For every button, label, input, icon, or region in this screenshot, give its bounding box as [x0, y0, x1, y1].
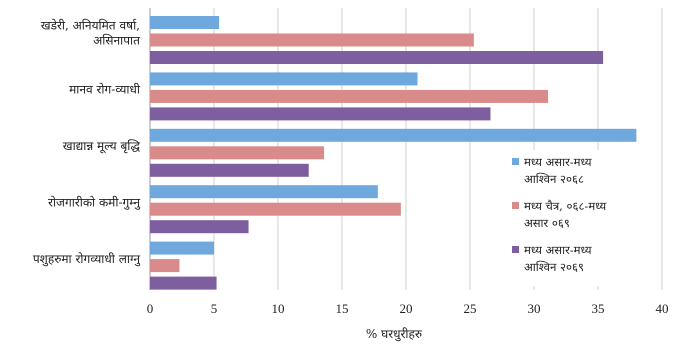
x-tick-label-20: 20	[400, 301, 413, 316]
legend-label-2: मध्य चैत्र, ०६८-मध्य असार ०६९	[524, 199, 607, 230]
legend-label-1: मध्य असार-मध्य आश्विन २०६८	[524, 155, 592, 186]
bars-group	[150, 16, 637, 290]
x-tick-label-25: 25	[464, 301, 477, 316]
legend-swatch-1	[512, 158, 519, 165]
bar-cat1-series3	[150, 51, 604, 64]
x-tick-labels: 0 5 10 15 20 25 30 35 40	[147, 301, 669, 316]
bar-cat2-series1	[150, 72, 418, 86]
x-tick-label-15: 15	[336, 301, 349, 316]
x-tick-label-5: 5	[211, 301, 218, 316]
category-label-1: खडेरी, अनियमित वर्षा, असिनापात	[41, 19, 141, 48]
category-label-4: रोजगारीको कमी-गुम्नु	[48, 195, 141, 210]
legend: मध्य असार-मध्य आश्विन २०६८ मध्य चैत्र, ०६८…	[512, 155, 607, 274]
bar-cat4-series3	[150, 220, 249, 234]
legend-label-3: मध्य असार-मध्य आश्विन २०६९	[524, 243, 592, 274]
x-tick-label-30: 30	[528, 301, 541, 316]
bar-cat5-series1	[150, 241, 214, 255]
bar-cat3-series3	[150, 163, 309, 177]
bar-cat4-series1	[150, 185, 378, 199]
x-tick-label-35: 35	[592, 301, 605, 316]
bar-cat5-series2	[150, 259, 180, 273]
bar-cat3-series1	[150, 128, 637, 142]
bar-cat2-series3	[150, 107, 491, 121]
bar-cat3-series2	[150, 146, 325, 160]
x-tick-label-10: 10	[272, 301, 285, 316]
x-tick-label-0: 0	[147, 301, 154, 316]
legend-swatch-3	[512, 246, 519, 253]
bar-cat4-series2	[150, 202, 401, 216]
category-label-5: पशुहरुमा रोगव्याधी लाग्नु	[33, 252, 141, 267]
x-axis-title: % घरधुरीहरु	[366, 327, 423, 342]
category-label-2: मानव रोग-व्याधी	[69, 83, 141, 97]
category-labels: खडेरी, अनियमित वर्षा, असिनापात मानव रोग-व्…	[33, 19, 141, 267]
legend-swatch-2	[512, 202, 519, 209]
category-label-3: खाद्यान्न मूल्य बृद्धि	[63, 139, 141, 154]
bar-cat2-series2	[150, 89, 549, 103]
x-tick-label-40: 40	[656, 301, 669, 316]
bar-cat1-series2	[150, 33, 474, 47]
bar-cat5-series3	[150, 276, 217, 290]
bar-cat1-series1	[150, 16, 220, 29]
legend-background	[508, 150, 636, 286]
